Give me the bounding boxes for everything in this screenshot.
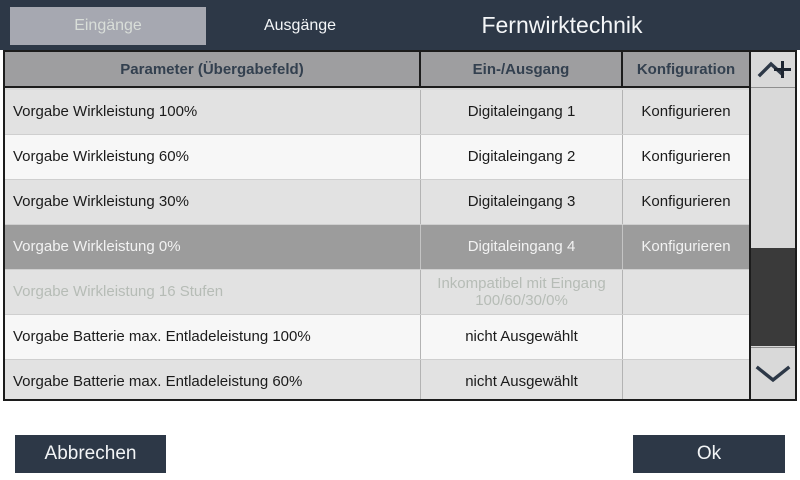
- ok-button[interactable]: Ok: [633, 435, 785, 473]
- cell-konfigurieren[interactable]: [623, 360, 749, 399]
- column-header-io: Ein-/Ausgang: [421, 52, 623, 86]
- cell-io: Digitaleingang 4: [421, 225, 623, 269]
- column-header-parameter: Parameter (Übergabefeld): [5, 52, 421, 86]
- table-scrollbar: [749, 52, 795, 399]
- tab-ausgaenge-label: Ausgänge: [263, 17, 337, 34]
- table-main: Parameter (Übergabefeld) Ein-/Ausgang Ko…: [5, 52, 749, 399]
- cell-konfigurieren[interactable]: Konfigurieren: [641, 103, 731, 121]
- cell-parameter: Vorgabe Wirkleistung 0%: [5, 225, 421, 269]
- table-row[interactable]: Vorgabe Wirkleistung 100% Digitaleingang…: [5, 90, 749, 135]
- scrollbar-track[interactable]: [751, 88, 795, 347]
- cell-konfigurieren[interactable]: [623, 315, 749, 359]
- cell-io: Digitaleingang 2: [421, 135, 623, 179]
- scroll-down-button[interactable]: [751, 347, 795, 399]
- cell-parameter: Vorgabe Wirkleistung 100%: [5, 90, 421, 134]
- scrollbar-thumb[interactable]: [751, 248, 795, 346]
- cell-konfigurieren[interactable]: Konfigurieren: [641, 193, 731, 211]
- cell-parameter: Vorgabe Batterie max. Entladeleistung 10…: [5, 315, 421, 359]
- table-row[interactable]: Vorgabe Wirkleistung 30% Digitaleingang …: [5, 180, 749, 225]
- cell-io: Digitaleingang 3: [421, 180, 623, 224]
- table-row[interactable]: Vorgabe Wirkleistung 0% Digitaleingang 4…: [5, 225, 749, 270]
- cell-konfigurieren[interactable]: Konfigurieren: [641, 238, 731, 256]
- table-header-row: Parameter (Übergabefeld) Ein-/Ausgang Ko…: [5, 52, 749, 88]
- table-row[interactable]: Vorgabe Batterie max. Entladeleistung 10…: [5, 315, 749, 360]
- table-row[interactable]: Vorgabe Wirkleistung 16 Stufen Inkompati…: [5, 270, 749, 315]
- crosshair-cursor-icon: [774, 61, 791, 78]
- tab-ausgaenge[interactable]: Ausgänge: [230, 7, 370, 45]
- cell-parameter: Vorgabe Wirkleistung 16 Stufen: [5, 270, 421, 314]
- cell-io: Digitaleingang 1: [421, 90, 623, 134]
- page-title: Fernwirktechnik: [481, 11, 643, 38]
- cancel-button-label: Abbrechen: [44, 443, 137, 464]
- io-config-table: Parameter (Übergabefeld) Ein-/Ausgang Ko…: [3, 50, 797, 401]
- cell-io: nicht Ausgewählt: [421, 315, 623, 359]
- header-bar: Eingänge Ausgänge Fernwirktechnik: [0, 0, 800, 50]
- cell-konfigurieren[interactable]: [623, 270, 749, 314]
- chevron-down-icon: [755, 365, 791, 382]
- cell-parameter: Vorgabe Wirkleistung 60%: [5, 135, 421, 179]
- table-row[interactable]: Vorgabe Batterie max. Entladeleistung 60…: [5, 360, 749, 399]
- cell-io: Inkompatibel mit Eingang 100/60/30/0%: [421, 270, 623, 314]
- table-row[interactable]: Vorgabe Wirkleistung 60% Digitaleingang …: [5, 135, 749, 180]
- ok-button-label: Ok: [696, 443, 722, 464]
- table-body: Vorgabe Wirkleistung 100% Digitaleingang…: [5, 90, 749, 399]
- cell-io: nicht Ausgewählt: [421, 360, 623, 399]
- cell-konfigurieren[interactable]: Konfigurieren: [641, 148, 731, 166]
- cell-parameter: Vorgabe Batterie max. Entladeleistung 60…: [5, 360, 421, 399]
- cell-parameter: Vorgabe Wirkleistung 30%: [5, 180, 421, 224]
- tab-eingaenge-label: Eingänge: [74, 17, 142, 34]
- cancel-button[interactable]: Abbrechen: [15, 435, 166, 473]
- tab-eingaenge[interactable]: Eingänge: [10, 7, 206, 45]
- scroll-up-button[interactable]: [751, 52, 795, 88]
- column-header-konfiguration: Konfiguration: [636, 60, 736, 78]
